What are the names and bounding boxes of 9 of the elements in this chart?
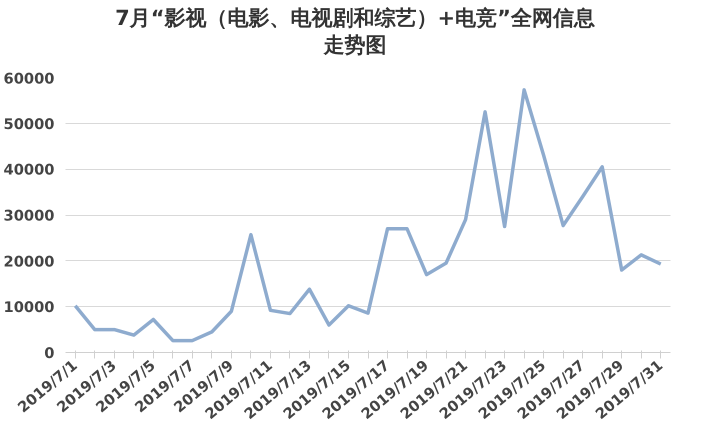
y-tick-label: 20000 — [4, 253, 55, 270]
y-tick-label: 40000 — [4, 162, 55, 179]
y-tick-label: 60000 — [4, 70, 55, 88]
chart-title: 7月“影视（电影、电视剧和综艺）+电竞”全网信息走势图 — [115, 5, 595, 60]
y-tick-label: 10000 — [4, 299, 55, 316]
y-tick-label: 50000 — [4, 116, 55, 133]
line-series — [74, 88, 662, 342]
y-tick-label: 0 — [44, 345, 55, 362]
y-tick-label: 30000 — [4, 208, 55, 224]
